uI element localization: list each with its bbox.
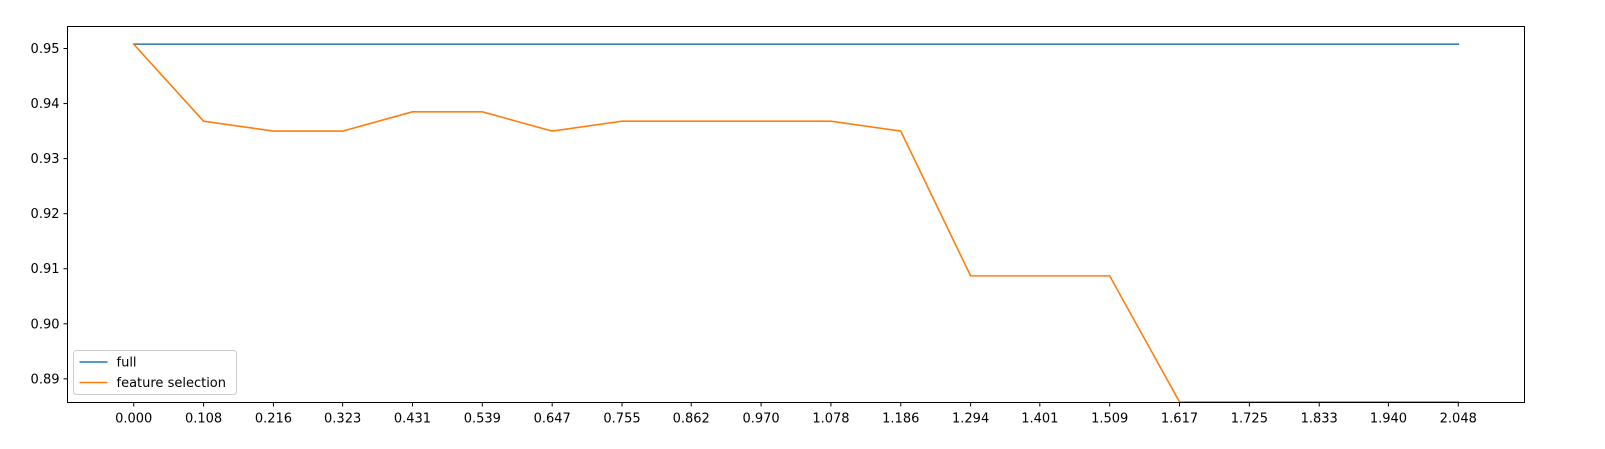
x-tick-label: 1.186 — [882, 412, 919, 427]
y-tick-label: 0.94 — [31, 97, 60, 112]
x-tick-label: 2.048 — [1440, 412, 1477, 427]
x-tick-label: 0.647 — [534, 412, 571, 427]
x-tick-label: 0.000 — [115, 412, 152, 427]
x-tick-label: 0.216 — [255, 412, 292, 427]
x-tick-label: 1.940 — [1370, 412, 1407, 427]
x-tick-label: 0.431 — [394, 412, 431, 427]
x-tick-label: 1.401 — [1021, 412, 1058, 427]
y-tick-label: 0.90 — [31, 317, 60, 332]
x-tick-label: 1.509 — [1091, 412, 1128, 427]
plot-frame — [67, 26, 1525, 403]
x-tick-label: 1.294 — [952, 412, 989, 427]
x-tick-label: 1.617 — [1161, 412, 1198, 427]
x-tick-label: 0.539 — [464, 412, 501, 427]
legend: full feature selection — [73, 350, 237, 395]
y-tick-label: 0.89 — [31, 372, 60, 387]
x-tick-label: 0.108 — [185, 412, 222, 427]
x-tick-label: 1.833 — [1301, 412, 1338, 427]
series-layer — [132, 42, 1460, 403]
x-tick-label: 1.078 — [812, 412, 849, 427]
legend-box — [73, 350, 237, 395]
y-axis-ticks: 0.89 0.90 0.91 0.92 0.93 0.94 0.95 — [31, 42, 68, 387]
x-tick-label: 0.323 — [324, 412, 361, 427]
x-tick-label: 0.755 — [603, 412, 640, 427]
series-line-feature-selection — [132, 42, 1460, 403]
legend-label-feature-selection: feature selection — [117, 376, 227, 391]
y-tick-label: 0.95 — [31, 42, 60, 57]
series-full — [132, 43, 1460, 45]
y-tick-label: 0.92 — [31, 207, 60, 222]
x-tick-label: 0.970 — [742, 412, 779, 427]
x-tick-label: 0.862 — [673, 412, 710, 427]
series-feature-selection — [132, 42, 1460, 403]
x-axis-ticks: 0.000 0.108 0.216 0.323 0.431 0.539 0.647 0.755… — [115, 402, 1477, 427]
y-tick-label: 0.91 — [31, 262, 60, 277]
y-tick-label: 0.93 — [31, 152, 60, 167]
plot-area — [67, 26, 1525, 403]
x-tick-label: 1.725 — [1231, 412, 1268, 427]
legend-label-full: full — [117, 356, 137, 371]
